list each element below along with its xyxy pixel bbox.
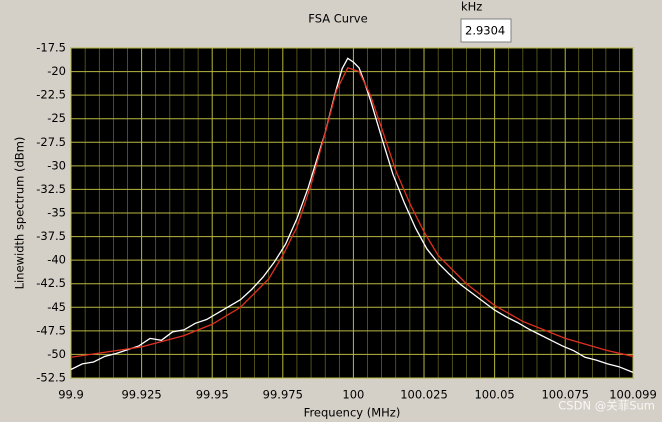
x-tick-label: 100.099 xyxy=(609,388,657,402)
x-tick-label: 100.075 xyxy=(541,388,589,402)
y-tick-label: -30 xyxy=(47,158,66,172)
x-tick-label: 100.05 xyxy=(474,388,514,402)
y-axis-label: Linewidth spectrum (dBm) xyxy=(13,137,27,290)
y-tick-label: -42.5 xyxy=(36,276,66,290)
series-line xyxy=(70,57,634,373)
y-tick-label: -32.5 xyxy=(36,182,66,196)
x-tick-label: 100 xyxy=(342,388,364,402)
watermark: CSDN @关菲Sum xyxy=(558,399,655,413)
y-tick-label: -25 xyxy=(47,111,66,125)
y-tick-label: -22.5 xyxy=(36,88,66,102)
y-tick-label: -35 xyxy=(47,206,66,220)
x-tick-label: 99.925 xyxy=(121,388,161,402)
y-tick-label: -52.5 xyxy=(36,371,66,385)
y-tick-label: -40 xyxy=(47,253,66,267)
readout-value: 2.9304 xyxy=(465,24,505,38)
y-tick-label: -17.5 xyxy=(36,41,66,55)
y-tick-label: -20 xyxy=(47,64,66,78)
y-tick-label: -27.5 xyxy=(36,135,66,149)
y-tick-label: -50 xyxy=(47,347,66,361)
y-tick-label: -47.5 xyxy=(36,323,66,337)
y-tick-label: -45 xyxy=(47,300,66,314)
y-tick-label: -37.5 xyxy=(36,229,66,243)
x-tick-label: 99.95 xyxy=(196,388,229,402)
readout-unit: kHz xyxy=(461,0,482,14)
x-tick-label: 100.025 xyxy=(400,388,448,402)
x-axis-label: Frequency (MHz) xyxy=(304,406,401,420)
x-tick-label: 99.975 xyxy=(263,388,303,402)
series-line xyxy=(70,67,634,358)
readout-box xyxy=(460,18,512,43)
chart-title: FSA Curve xyxy=(308,12,367,26)
x-tick-label: 99.9 xyxy=(58,388,84,402)
